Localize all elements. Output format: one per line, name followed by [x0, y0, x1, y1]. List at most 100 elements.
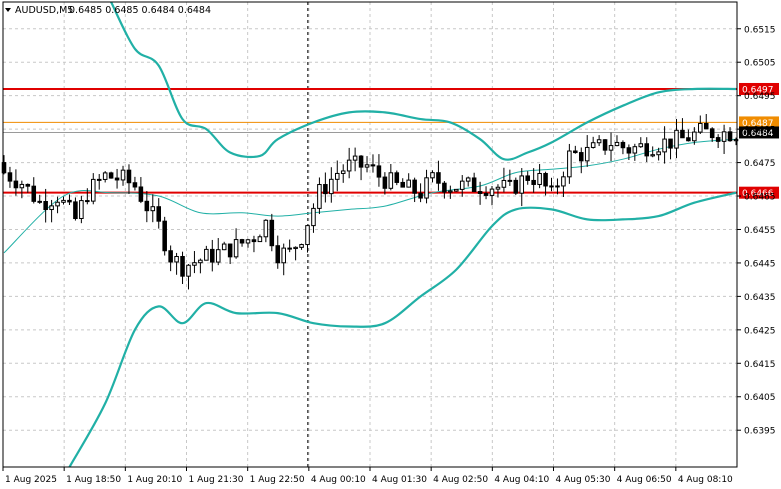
x-tick-label: 4 Aug 04:10	[494, 475, 549, 485]
triangle-down-icon[interactable]	[5, 8, 11, 12]
x-tick-label: 4 Aug 00:10	[311, 475, 366, 485]
candle-bullish	[537, 172, 542, 185]
candle-bullish	[257, 236, 263, 243]
candle-bullish	[281, 247, 286, 264]
candle-bullish	[329, 178, 334, 195]
candle-bullish	[215, 249, 221, 263]
candle-bullish	[204, 248, 209, 261]
candle-bearish	[108, 172, 114, 179]
candle-bearish	[287, 247, 292, 250]
candle-bullish	[174, 256, 179, 263]
x-tick-label: 1 Aug 2025	[5, 475, 57, 485]
level-tag-label: 0.6466	[742, 189, 774, 199]
candle-bullish	[674, 129, 679, 149]
candle-bullish	[120, 169, 126, 181]
bollinger-middle-band	[3, 138, 737, 254]
candle-bullish	[721, 131, 727, 142]
candle-bullish	[608, 145, 614, 151]
time-axis[interactable]: 1 Aug 2025 1 Aug 18:50 1 Aug 20:10 1 Aug 21…	[2, 467, 733, 485]
candle-bullish	[346, 159, 352, 172]
bollinger-upper-band	[110, 1, 737, 161]
x-tick-label: 4 Aug 05:30	[556, 475, 611, 485]
y-tick-label: 0.6475	[744, 159, 776, 169]
candle-bearish	[376, 165, 382, 178]
candle-bullish	[454, 188, 459, 192]
candle-bullish	[733, 139, 739, 142]
candle-bullish	[305, 225, 310, 246]
candle-bearish	[578, 152, 584, 162]
candle-bullish	[55, 201, 60, 207]
candle-bearish	[323, 184, 328, 195]
candle-bearish	[43, 201, 48, 211]
candle-bullish	[501, 179, 507, 188]
candle-bullish	[406, 179, 411, 188]
candle-bearish	[620, 141, 626, 149]
candle-bullish	[186, 264, 191, 277]
candle-bullish	[465, 177, 471, 182]
candle-bullish	[430, 172, 435, 179]
candle-bullish	[584, 146, 590, 162]
current-price-tag	[739, 126, 779, 139]
candle-bearish	[680, 129, 685, 139]
candle-bearish	[686, 137, 691, 142]
y-tick-label: 0.6485	[744, 126, 776, 136]
candle-bearish	[471, 177, 477, 193]
price-axis[interactable]: 0.65150.65050.64950.64850.64750.64650.64…	[737, 25, 776, 437]
candle-bullish	[340, 170, 346, 174]
y-tick-label: 0.6515	[744, 25, 776, 35]
candle-bullish	[19, 183, 25, 189]
candle-bullish	[596, 139, 602, 144]
candle-bearish	[31, 185, 37, 202]
y-tick-label: 0.6395	[744, 427, 776, 437]
candle-bearish	[1, 162, 7, 174]
candle-bearish	[442, 182, 447, 193]
symbol-timeframe: AUDUSD,M5	[15, 5, 73, 16]
candle-bullish	[567, 150, 572, 178]
candle-bullish	[656, 151, 661, 156]
candle-bearish	[275, 245, 281, 264]
candle-bullish	[489, 188, 495, 196]
candle-bearish	[73, 201, 78, 220]
candle-bullish	[561, 176, 566, 187]
candle-bearish	[156, 206, 162, 222]
candle-bearish	[573, 150, 578, 154]
candle-bullish	[61, 199, 66, 203]
candle-bearish	[162, 220, 167, 252]
candle-bearish	[25, 183, 31, 187]
candle-bearish	[7, 172, 13, 182]
level-tag	[739, 82, 779, 95]
candle-bearish	[483, 192, 489, 196]
candle-bullish	[590, 142, 596, 148]
candle-bearish	[549, 185, 554, 188]
candle-bearish	[513, 179, 519, 194]
bollinger-lower-band	[68, 191, 737, 468]
candle-bullish	[364, 164, 370, 168]
candle-bearish	[370, 164, 376, 167]
y-tick-label: 0.6425	[744, 326, 776, 336]
candle-bullish	[698, 122, 703, 133]
candle-bullish	[263, 219, 269, 238]
candle-bearish	[67, 199, 72, 203]
candle-bullish	[79, 200, 84, 220]
candle-bearish	[531, 179, 536, 185]
current-price-label: 0.6484	[742, 129, 774, 139]
y-tick-label: 0.6495	[744, 92, 776, 102]
candle-bearish	[626, 147, 632, 154]
y-tick-label: 0.6435	[744, 293, 776, 303]
x-tick-label: 4 Aug 08:10	[678, 475, 733, 485]
candle-bearish	[602, 139, 608, 151]
candle-bearish	[727, 131, 733, 142]
candle-bearish	[477, 191, 483, 194]
candle-bullish	[233, 239, 239, 258]
candle-bearish	[400, 181, 406, 188]
candle-bearish	[703, 122, 709, 130]
candle-bearish	[85, 200, 90, 203]
candle-bullish	[459, 180, 465, 190]
candle-bullish	[388, 172, 394, 189]
level-tag-label: 0.6497	[742, 85, 774, 95]
candle-bullish	[293, 246, 298, 250]
candle-bullish	[334, 172, 340, 180]
candle-bullish	[614, 141, 620, 147]
candle-bearish	[412, 179, 417, 194]
